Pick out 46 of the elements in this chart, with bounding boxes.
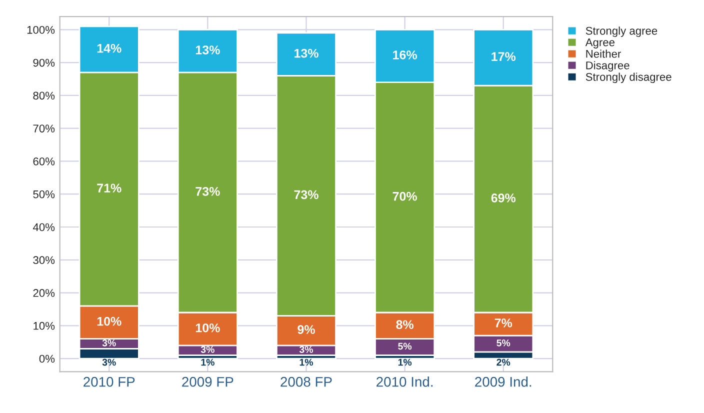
data-label: 1% bbox=[300, 358, 314, 366]
data-label: 14% bbox=[97, 44, 122, 53]
data-label: 70% bbox=[392, 192, 417, 201]
y-tick-label: 50% bbox=[33, 190, 55, 198]
data-label: 2% bbox=[496, 358, 510, 366]
y-tick-label: 100% bbox=[27, 26, 55, 34]
x-tick-label: 2010 Ind. bbox=[376, 376, 432, 387]
legend-label: Agree bbox=[585, 38, 614, 48]
data-label: 8% bbox=[396, 320, 414, 330]
data-label: 73% bbox=[196, 186, 220, 196]
data-label: 71% bbox=[97, 184, 122, 193]
legend-label: Disagree bbox=[586, 61, 630, 72]
legend-label: Neither bbox=[586, 50, 621, 58]
y-tick-label: 70% bbox=[33, 124, 55, 132]
data-label: 16% bbox=[393, 50, 417, 60]
y-tick-label: 20% bbox=[33, 289, 55, 297]
y-tick-label: 30% bbox=[33, 256, 55, 264]
y-tick-label: 10% bbox=[34, 322, 55, 330]
y-tick-label: 0% bbox=[39, 354, 55, 363]
y-tick-label: 80% bbox=[33, 92, 55, 100]
data-label: 3% bbox=[102, 358, 116, 366]
x-tick-label: 2009 Ind. bbox=[475, 376, 532, 387]
x-tick-label: 2008 FP bbox=[280, 376, 332, 387]
data-label: 3% bbox=[200, 346, 214, 353]
y-tick-label: 40% bbox=[32, 223, 55, 232]
data-label: 9% bbox=[298, 325, 315, 334]
y-tick-label: 60% bbox=[33, 157, 55, 166]
legend-label: Strongly agree bbox=[586, 26, 658, 37]
data-label: 17% bbox=[492, 52, 516, 61]
data-label: 73% bbox=[294, 190, 318, 200]
x-tick-label: 2010 FP bbox=[84, 376, 135, 387]
x-tick-label: 2009 FP bbox=[182, 376, 234, 387]
data-label: 10% bbox=[196, 323, 220, 332]
legend-label: Strongly disagree bbox=[586, 72, 672, 84]
data-label: 69% bbox=[491, 194, 516, 202]
y-tick-label: 90% bbox=[33, 58, 55, 67]
data-label: 13% bbox=[294, 48, 318, 58]
data-label: 3% bbox=[102, 339, 116, 346]
data-label: 1% bbox=[201, 358, 214, 366]
data-label: 1% bbox=[398, 358, 412, 366]
data-label: 7% bbox=[494, 318, 512, 328]
data-label: 10% bbox=[97, 316, 122, 326]
data-label: 5% bbox=[496, 339, 510, 346]
data-label: 13% bbox=[196, 46, 220, 54]
data-label: 3% bbox=[299, 346, 314, 353]
data-label: 5% bbox=[398, 342, 412, 350]
